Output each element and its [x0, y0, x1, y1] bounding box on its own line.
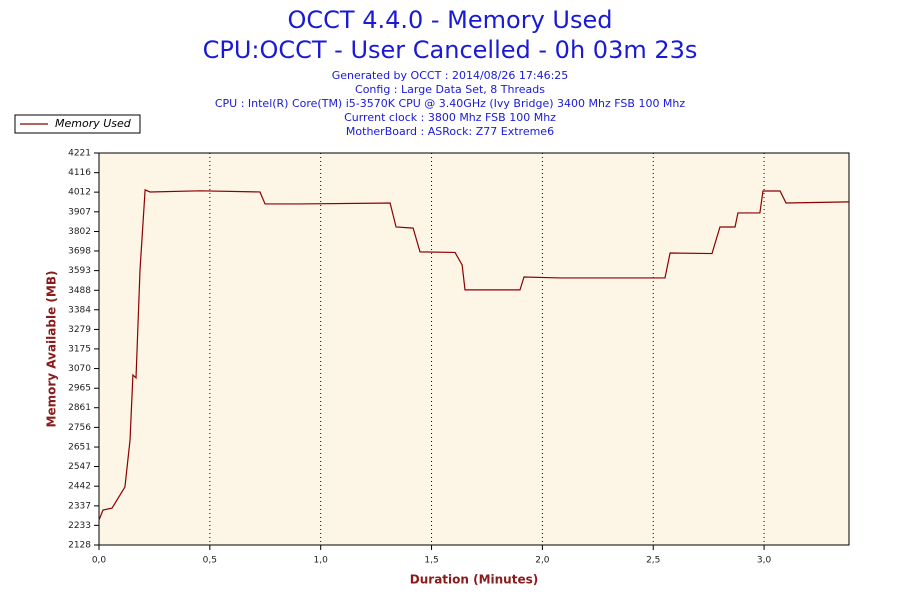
chart-title: OCCT 4.4.0 - Memory Used	[288, 6, 613, 34]
x-tick-label: 1,0	[314, 556, 329, 566]
y-tick-label: 2861	[68, 403, 91, 413]
x-tick-label: 3,0	[757, 556, 772, 566]
y-tick-label: 2756	[68, 423, 91, 433]
y-tick-label: 3907	[68, 207, 91, 217]
y-tick-label: 2547	[68, 462, 91, 472]
y-tick-label: 4012	[68, 188, 91, 198]
y-tick-label: 3593	[68, 266, 91, 276]
y-tick-label: 3698	[68, 246, 91, 256]
y-tick-label: 3175	[68, 344, 91, 354]
y-tick-label: 3802	[68, 227, 91, 237]
y-axis-label: Memory Available (MB)	[45, 271, 59, 428]
x-tick-label: 1,5	[424, 556, 438, 566]
x-tick-label: 2,0	[535, 556, 550, 566]
subtitle: CPU : Intel(R) Core(TM) i5-3570K CPU @ 3…	[215, 97, 686, 110]
plot-area	[99, 153, 849, 545]
y-tick-label: 3279	[68, 325, 91, 335]
y-tick-label: 3488	[68, 286, 91, 296]
y-tick-label: 2965	[68, 384, 91, 394]
y-tick-label: 2442	[68, 482, 91, 492]
y-tick-label: 3070	[68, 364, 91, 374]
chart-title: CPU:OCCT - User Cancelled - 0h 03m 23s	[203, 36, 698, 64]
legend-box	[14, 114, 141, 134]
subtitle: Generated by OCCT : 2014/08/26 17:46:25	[332, 69, 569, 82]
x-tick-label: 0,0	[92, 556, 107, 566]
x-axis-label: Duration (Minutes)	[410, 573, 538, 587]
legend-label: Memory Used	[55, 117, 132, 130]
y-tick-label: 4116	[68, 168, 91, 178]
subtitle: Current clock : 3800 Mhz FSB 100 Mhz	[344, 111, 556, 124]
y-tick-label: 2337	[68, 501, 91, 511]
y-tick-label: 2651	[68, 443, 91, 453]
y-tick-label: 2128	[68, 541, 91, 551]
data-line	[98, 189, 850, 521]
subtitle: Config : Large Data Set, 8 Threads	[355, 83, 545, 96]
subtitle: MotherBoard : ASRock: Z77 Extreme6	[346, 125, 554, 138]
y-tick-label: 2233	[68, 521, 91, 531]
y-tick-label: 4221	[68, 149, 91, 159]
plot-border	[98, 152, 850, 546]
y-tick-label: 3384	[68, 305, 91, 315]
x-tick-label: 2,5	[646, 556, 660, 566]
x-tick-label: 0,5	[203, 556, 217, 566]
